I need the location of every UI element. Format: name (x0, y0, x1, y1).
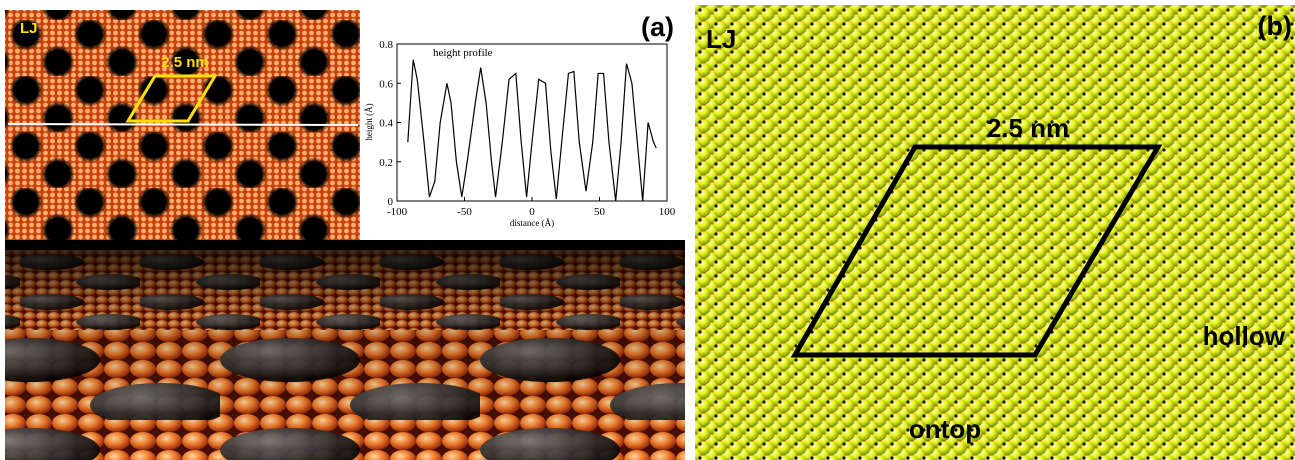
panel-a: 2.5 nm LJ -100 -50 0 50 100 0 0.2 0.4 0.6 0.8 hei… (5, 10, 685, 460)
site-label: hollow (1203, 321, 1286, 351)
y-tick-label: 0.8 (379, 39, 393, 51)
x-axis-label: distance (Å) (510, 218, 554, 228)
unit-cell (125, 74, 218, 123)
unit-cell (790, 144, 1163, 358)
atomic-model (695, 5, 1295, 460)
inset-chart: -100 -50 0 50 100 0 0.2 0.4 0.6 0.8 (379, 39, 676, 218)
y-tick-label: 0.4 (379, 118, 393, 130)
model-label: LJ (706, 24, 736, 54)
panel-label: (a) (641, 12, 674, 42)
scale-label: 2.5 nm (987, 113, 1069, 143)
model-label: LJ (20, 20, 38, 37)
x-tick-label: -50 (457, 206, 472, 218)
scale-label: 2.5 nm (161, 54, 209, 71)
profile-line (7, 123, 359, 126)
y-tick-label: 0.2 (379, 157, 393, 169)
panel-label: (b) (1258, 11, 1292, 41)
y-tick-label: 0 (388, 196, 394, 208)
x-tick-label: 0 (529, 206, 535, 218)
x-tick-label: -100 (387, 206, 408, 218)
y-axis-label: height (Å) (364, 103, 374, 140)
profile-curve (407, 59, 657, 202)
x-tick-label: 50 (594, 206, 606, 218)
inset-bg (360, 10, 685, 236)
panel-b: 2.5 nm LJ (b) hollow ontop (695, 5, 1295, 460)
y-tick-label: 0.6 (379, 78, 393, 90)
x-tick-label: 100 (659, 206, 676, 218)
site-label: ontop (909, 414, 981, 444)
inset-annotation: height profile (433, 47, 493, 59)
render-fade (5, 240, 685, 460)
stm-holes (5, 10, 360, 242)
